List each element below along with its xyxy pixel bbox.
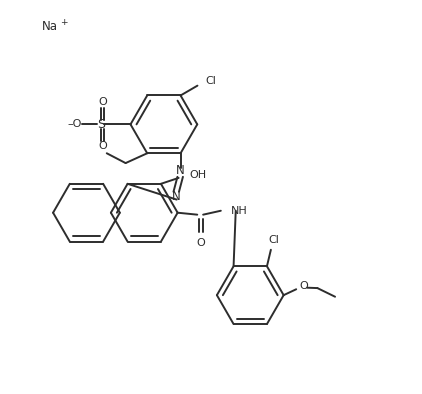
Text: Cl: Cl (206, 76, 216, 86)
Text: OH: OH (189, 170, 207, 180)
Text: –O: –O (67, 119, 81, 129)
Text: NH: NH (231, 206, 248, 216)
Text: O: O (98, 97, 107, 108)
Text: N: N (176, 164, 185, 177)
Text: Cl: Cl (268, 235, 279, 245)
Text: O: O (197, 238, 206, 248)
Text: O: O (299, 281, 308, 291)
Text: S: S (97, 118, 105, 131)
Text: O: O (98, 141, 107, 151)
Text: +: + (60, 18, 68, 27)
Text: Na: Na (42, 20, 58, 33)
Text: N: N (172, 190, 181, 203)
